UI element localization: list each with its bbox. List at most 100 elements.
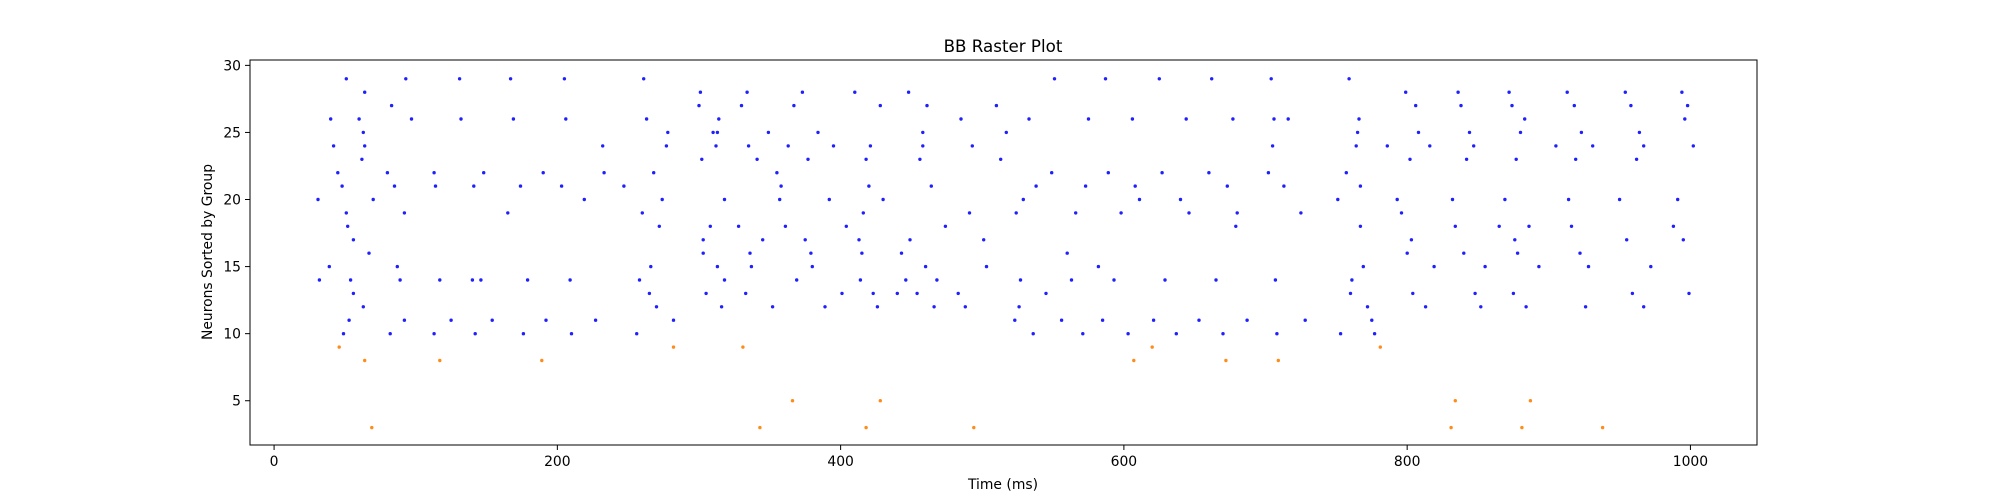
spike-point bbox=[370, 425, 374, 430]
spike-point bbox=[1497, 224, 1501, 228]
spike-point bbox=[1027, 117, 1031, 121]
spike-point bbox=[459, 117, 463, 121]
spike-point bbox=[745, 90, 749, 94]
spike-point bbox=[654, 305, 659, 309]
spike-point bbox=[385, 171, 390, 175]
spike-point bbox=[994, 103, 999, 108]
spike-point bbox=[568, 278, 572, 282]
spike-point bbox=[1214, 278, 1218, 282]
spike-point bbox=[1634, 157, 1639, 161]
spike-point bbox=[925, 103, 929, 108]
spike-point bbox=[1270, 144, 1275, 148]
spike-point bbox=[875, 305, 880, 309]
spike-point bbox=[1449, 425, 1453, 430]
spike-point bbox=[1132, 358, 1136, 363]
spike-point bbox=[449, 318, 453, 322]
spike-point bbox=[1518, 130, 1523, 135]
spike-point bbox=[984, 264, 989, 269]
spike-point bbox=[943, 224, 948, 228]
spike-point bbox=[482, 171, 486, 175]
spike-point bbox=[409, 117, 414, 121]
spike-point bbox=[544, 318, 548, 322]
spike-point bbox=[1361, 264, 1366, 269]
spike-point bbox=[1130, 117, 1135, 121]
spike-point bbox=[809, 251, 813, 255]
spike-point bbox=[744, 291, 748, 296]
spike-point bbox=[956, 291, 960, 296]
spike-point bbox=[457, 77, 462, 81]
spike-point bbox=[775, 171, 779, 175]
spike-point bbox=[1385, 144, 1390, 148]
spike-point bbox=[1344, 171, 1349, 175]
spike-point bbox=[1282, 184, 1286, 188]
spike-point bbox=[433, 184, 438, 188]
spike-point bbox=[778, 197, 782, 202]
spike-point bbox=[1052, 77, 1057, 81]
spike-point bbox=[714, 144, 718, 148]
spike-point bbox=[1013, 318, 1017, 322]
spike-point bbox=[1348, 291, 1353, 296]
spike-point bbox=[736, 224, 741, 228]
spike-point bbox=[1207, 171, 1211, 175]
spike-point bbox=[1404, 90, 1408, 94]
spike-point bbox=[404, 77, 408, 81]
spike-point bbox=[1642, 144, 1646, 148]
spike-point bbox=[864, 425, 868, 430]
x-tick-label: 200 bbox=[544, 454, 571, 470]
spike-point bbox=[666, 130, 670, 135]
spike-point bbox=[701, 251, 705, 255]
spike-point bbox=[1569, 224, 1574, 228]
spike-point bbox=[357, 117, 361, 121]
spike-point bbox=[701, 238, 705, 242]
x-tick-label: 800 bbox=[1394, 454, 1421, 470]
spike-point bbox=[935, 278, 939, 282]
spike-point bbox=[766, 130, 771, 135]
spike-point bbox=[644, 117, 649, 121]
spike-point bbox=[719, 305, 724, 309]
spike-point bbox=[1649, 264, 1653, 269]
spike-point bbox=[1629, 103, 1633, 108]
spike-point bbox=[1151, 318, 1156, 322]
spike-point bbox=[479, 278, 483, 282]
spike-point bbox=[906, 90, 911, 94]
spike-point bbox=[959, 117, 963, 121]
spike-point bbox=[316, 197, 320, 202]
spike-point bbox=[1503, 197, 1507, 202]
spike-point bbox=[1163, 278, 1167, 282]
spike-point bbox=[329, 117, 333, 121]
spike-point bbox=[1524, 305, 1528, 309]
spike-point bbox=[363, 144, 367, 148]
spike-point bbox=[1034, 184, 1038, 188]
spike-point bbox=[810, 264, 814, 269]
spike-point bbox=[1106, 171, 1111, 175]
spike-point bbox=[1083, 184, 1088, 188]
spike-point bbox=[1221, 332, 1225, 336]
spike-point bbox=[1462, 251, 1466, 255]
spike-point bbox=[1338, 332, 1343, 336]
spike-point bbox=[1483, 264, 1487, 269]
y-tick-label: 30 bbox=[223, 58, 241, 74]
spike-point bbox=[1515, 251, 1520, 255]
spike-point bbox=[868, 144, 873, 148]
spike-point bbox=[1365, 305, 1370, 309]
plot-frame bbox=[249, 59, 1758, 446]
spike-point bbox=[1687, 291, 1691, 296]
spike-point bbox=[1683, 117, 1687, 121]
spike-point bbox=[1358, 224, 1363, 228]
spike-point bbox=[1642, 305, 1646, 309]
spike-point bbox=[858, 278, 863, 282]
spike-point bbox=[541, 171, 545, 175]
spike-point bbox=[1347, 77, 1351, 81]
spike-point bbox=[739, 103, 744, 108]
spike-point bbox=[1021, 197, 1025, 202]
spike-point bbox=[395, 264, 399, 269]
spike-point bbox=[1691, 144, 1696, 148]
spike-point bbox=[1685, 103, 1690, 108]
spike-point bbox=[717, 117, 721, 121]
spike-point bbox=[1523, 117, 1527, 121]
spike-point bbox=[344, 211, 348, 215]
spike-point bbox=[792, 103, 796, 108]
spike-point bbox=[748, 251, 752, 255]
spike-point bbox=[1235, 211, 1239, 215]
spike-point bbox=[1450, 197, 1455, 202]
